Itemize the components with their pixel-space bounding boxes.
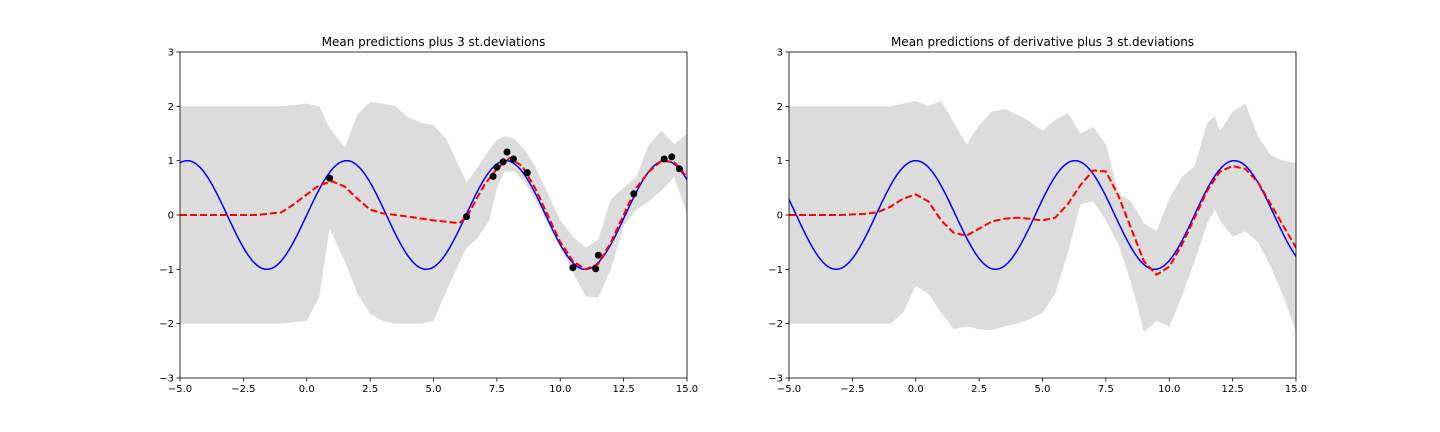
x-tick-label: 10.0	[549, 384, 571, 395]
observation-point	[660, 155, 668, 163]
x-tick-label: −2.5	[231, 384, 255, 395]
observation-point	[569, 264, 577, 272]
x-tick-label: 0.0	[908, 384, 924, 395]
confidence-band	[789, 100, 1296, 332]
x-tick-label: 7.5	[489, 384, 505, 395]
chart-title: Mean predictions of derivative plus 3 st…	[891, 35, 1194, 49]
chart-derivative-predictions: −5.0 −2.5 0.0 2.5 5.0 7.5 10.0 12.5 15.0 −3 −2 −1 0 1…	[768, 35, 1307, 395]
observation-point	[592, 265, 600, 273]
y-tick-label: −1	[159, 265, 174, 276]
observation-point	[509, 155, 517, 163]
observation-point	[503, 148, 511, 156]
chart-title: Mean predictions plus 3 st.deviations	[322, 35, 546, 49]
observation-point	[493, 163, 501, 171]
x-tick-label: 10.0	[1158, 384, 1180, 395]
y-tick-label: −3	[768, 374, 783, 385]
x-tick-label: 15.0	[676, 384, 698, 395]
plot-area	[180, 102, 687, 324]
y-tick-label: 1	[168, 156, 174, 167]
plot-area	[789, 100, 1296, 332]
axis-ticks: −5.0 −2.5 0.0 2.5 5.0 7.5 10.0 12.5 15.0 −3 −2 −1 0 1…	[768, 48, 1307, 396]
observation-point	[594, 251, 602, 259]
x-tick-label: 15.0	[1285, 384, 1307, 395]
y-tick-label: 3	[777, 48, 783, 59]
mean-prediction-line	[180, 157, 687, 271]
x-tick-label: 2.5	[362, 384, 378, 395]
true-function-line	[789, 159, 1296, 271]
x-tick-label: 12.5	[612, 384, 634, 395]
y-tick-label: −1	[768, 265, 783, 276]
y-tick-label: −3	[159, 374, 174, 385]
x-tick-label: 12.5	[1221, 384, 1243, 395]
observation-point	[326, 174, 334, 182]
x-tick-label: 0.0	[299, 384, 315, 395]
observation-point	[630, 190, 638, 198]
mean-prediction-line	[789, 165, 1296, 276]
x-tick-label: 5.0	[426, 384, 442, 395]
y-tick-label: 2	[168, 102, 174, 113]
observation-point	[668, 153, 676, 161]
x-tick-label: 5.0	[1035, 384, 1051, 395]
observation-point	[463, 213, 470, 221]
x-tick-label: −5.0	[777, 384, 801, 395]
x-tick-label: 7.5	[1098, 384, 1114, 395]
observation-point	[523, 169, 531, 177]
y-tick-label: −2	[159, 319, 174, 330]
x-tick-label: −5.0	[168, 384, 192, 395]
y-tick-label: 2	[777, 102, 783, 113]
observation-point	[489, 172, 497, 180]
axis-ticks: −5.0 −2.5 0.0 2.5 5.0 7.5 10.0 12.5 15.0 −3 −2 −1 0 1…	[159, 48, 698, 396]
confidence-band	[180, 102, 687, 324]
chart-mean-predictions: −5.0 −2.5 0.0 2.5 5.0 7.5 10.0 12.5 15.0 −3 −2 −1 0 1…	[159, 35, 698, 395]
x-tick-label: 2.5	[971, 384, 987, 395]
observation-point	[499, 158, 507, 166]
y-tick-label: 0	[777, 211, 783, 222]
y-tick-label: 0	[168, 211, 174, 222]
y-tick-label: 3	[168, 48, 174, 59]
y-tick-label: −2	[768, 319, 783, 330]
x-tick-label: −2.5	[840, 384, 864, 395]
observation-point	[675, 165, 683, 173]
y-tick-label: 1	[777, 156, 783, 167]
